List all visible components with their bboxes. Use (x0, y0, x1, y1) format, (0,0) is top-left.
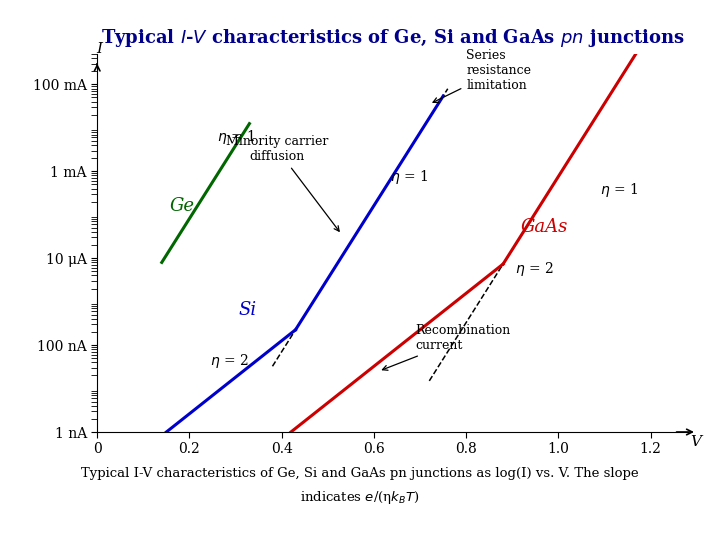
Text: $\eta$ = 2: $\eta$ = 2 (210, 352, 249, 370)
Text: Ge: Ge (170, 197, 195, 215)
Text: indicates $e$/(η$k_B T$): indicates $e$/(η$k_B T$) (300, 489, 420, 505)
Text: Si: Si (238, 301, 256, 319)
Text: Typical I-V characteristics of Ge, Si and GaAs pn junctions as log(I) vs. V. The: Typical I-V characteristics of Ge, Si an… (81, 467, 639, 480)
Text: $\eta$ = 1: $\eta$ = 1 (390, 168, 428, 186)
Text: GaAs: GaAs (521, 218, 568, 236)
Text: Recombination
current: Recombination current (382, 325, 510, 370)
Text: $\eta$ = 1: $\eta$ = 1 (600, 181, 638, 199)
Title: Typical $I$-$V$ characteristics of Ge, Si and GaAs $pn$ junctions: Typical $I$-$V$ characteristics of Ge, S… (101, 27, 684, 49)
Text: $\eta$ = 2: $\eta$ = 2 (515, 260, 553, 278)
Text: $\eta$ = 1: $\eta$ = 1 (217, 128, 256, 146)
Text: I: I (96, 42, 102, 56)
Text: V: V (690, 435, 701, 449)
Text: Series
resistance
limitation: Series resistance limitation (433, 49, 531, 103)
Text: Minority carrier
diffusion: Minority carrier diffusion (226, 135, 339, 231)
